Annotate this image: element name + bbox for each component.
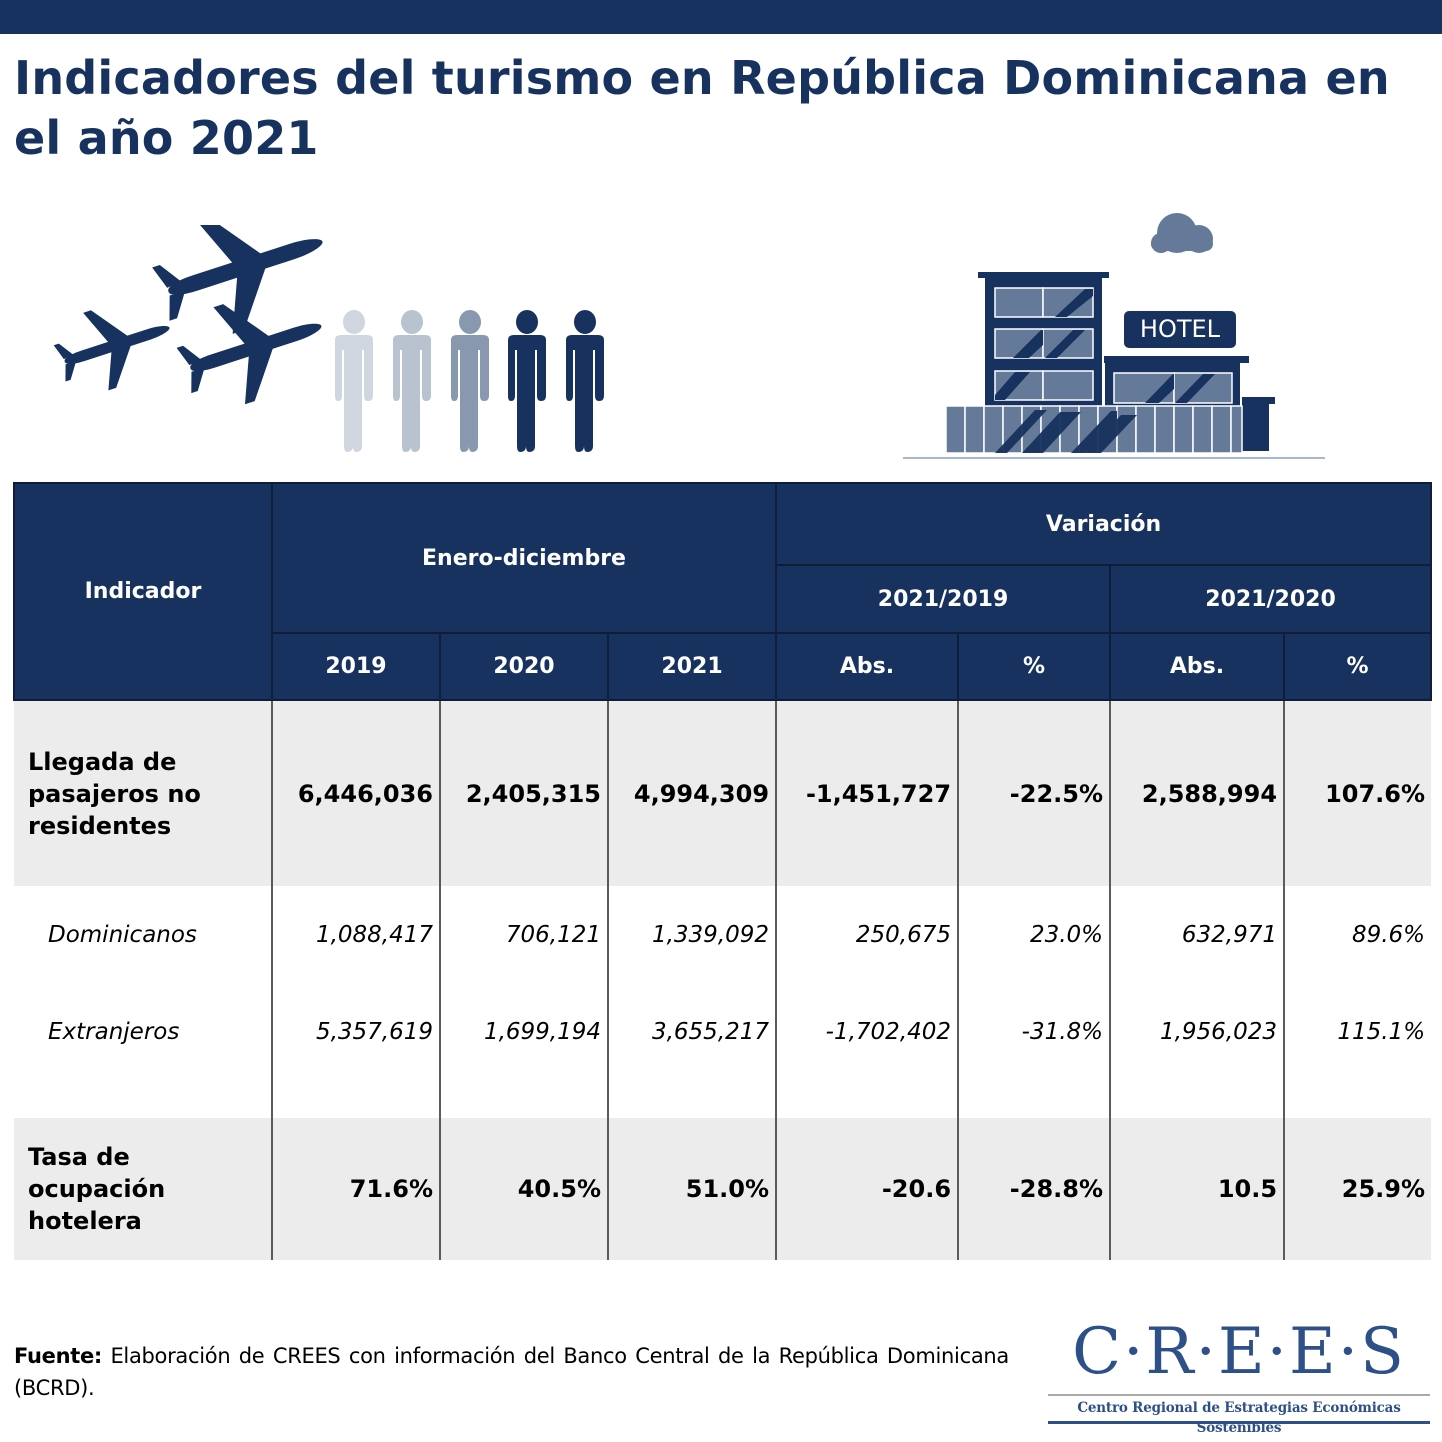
header-variation-2021-2019: 2021/2019 <box>775 564 1112 634</box>
table-cell: -28.8% <box>957 1118 1112 1260</box>
row-label: Dominicanos <box>14 886 273 983</box>
spacer-cell <box>957 1080 1112 1118</box>
table-row: Dominicanos 1,088,417 706,121 1,339,092 … <box>14 886 1432 983</box>
airplane-icon <box>176 304 322 405</box>
person-icon <box>451 310 489 452</box>
hotel-building-icon: HOTEL <box>903 272 1325 459</box>
table-cell: -31.8% <box>957 983 1112 1080</box>
table-cell: 10.5 <box>1109 1118 1286 1260</box>
table-cell: 23.0% <box>957 886 1112 983</box>
spacer-cell <box>271 1080 441 1118</box>
table-cell: 25.9% <box>1283 1118 1432 1260</box>
table-cell: 40.5% <box>439 1118 609 1260</box>
person-icon <box>566 310 604 452</box>
logo-underline <box>1048 1421 1430 1424</box>
source-text: Elaboración de CREES con información del… <box>14 1344 1009 1400</box>
logo-wordmark: C·R·E·E·S <box>1072 1315 1406 1389</box>
header-year-2021: 2021 <box>606 632 778 701</box>
spacer-cell <box>1283 1080 1432 1118</box>
table-cell: 632,971 <box>1109 886 1286 983</box>
table-cell: 115.1% <box>1283 983 1432 1080</box>
table-cell: -1,702,402 <box>775 983 960 1080</box>
table-cell: 89.6% <box>1283 886 1432 983</box>
hotel-illustration: HOTEL <box>903 213 1325 459</box>
travel-illustration <box>53 225 604 452</box>
source-label: Fuente: <box>14 1344 103 1368</box>
table-cell: -1,451,727 <box>775 700 960 886</box>
header-pct-2020: % <box>1283 632 1433 701</box>
row-label: Tasa de ocupación hotelera <box>14 1118 273 1260</box>
crees-logo: C·R·E·E·S Centro Regional de Estrategias… <box>1046 1315 1432 1436</box>
header-pct-2019: % <box>957 632 1112 701</box>
cloud-icon <box>1151 213 1213 253</box>
page-title: Indicadores del turismo en República Dom… <box>14 51 1390 165</box>
table-row: Extranjeros 5,357,619 1,699,194 3,655,21… <box>14 983 1432 1080</box>
header-variacion: Variación <box>775 482 1433 566</box>
table-cell: 250,675 <box>775 886 960 983</box>
person-icon <box>508 310 546 452</box>
table-cell: 1,088,417 <box>271 886 441 983</box>
table-cell: 706,121 <box>439 886 609 983</box>
table-cell: 2,588,994 <box>1109 700 1286 886</box>
header-year-2020: 2020 <box>439 632 609 701</box>
table-cell: 107.6% <box>1283 700 1432 886</box>
airplane-icon <box>53 310 170 391</box>
hotel-sign-text: HOTEL <box>1140 315 1221 343</box>
table-cell: 1,699,194 <box>439 983 609 1080</box>
table-cell: -20.6 <box>775 1118 960 1260</box>
table-cell: 2,405,315 <box>439 700 609 886</box>
header-year-2019: 2019 <box>271 632 441 701</box>
table-row: Tasa de ocupación hotelera 71.6% 40.5% 5… <box>14 1118 1432 1260</box>
table-row: Llegada de pasajeros no residentes 6,446… <box>14 700 1432 886</box>
header-enero-diciembre: Enero-diciembre <box>270 482 778 634</box>
row-label: Llegada de pasajeros no residentes <box>14 700 273 886</box>
table-cell: 1,339,092 <box>606 886 778 983</box>
table-cell: 51.0% <box>606 1118 778 1260</box>
table-cell: 5,357,619 <box>271 983 441 1080</box>
spacer-cell <box>1109 1080 1286 1118</box>
table-cell: 1,956,023 <box>1109 983 1286 1080</box>
table-cell: -22.5% <box>957 700 1112 886</box>
table-spacer-row <box>14 1080 1432 1118</box>
header-abs-2019: Abs. <box>775 632 960 701</box>
spacer-cell <box>775 1080 960 1118</box>
table-cell: 6,446,036 <box>271 700 441 886</box>
header-variation-2021-2020: 2021/2020 <box>1109 564 1433 634</box>
spacer-cell <box>439 1080 609 1118</box>
header-abs-2020: Abs. <box>1109 632 1286 701</box>
table-cell: 4,994,309 <box>606 700 778 886</box>
table-cell: 3,655,217 <box>606 983 778 1080</box>
logo-subtitle: Centro Regional de Estrategias Económica… <box>1077 1400 1401 1436</box>
source-note: Fuente: Elaboración de CREES con informa… <box>14 1340 1009 1404</box>
header-indicador: Indicador <box>13 482 273 701</box>
logo-divider <box>1048 1394 1430 1396</box>
top-banner <box>0 0 1442 34</box>
spacer-cell <box>14 1080 273 1118</box>
spacer-cell <box>606 1080 778 1118</box>
person-icon <box>335 310 373 452</box>
tourism-indicators-table: Indicador Enero-diciembre Variación 2021… <box>13 482 1433 1260</box>
person-icon <box>393 310 431 452</box>
row-label: Extranjeros <box>14 983 273 1080</box>
table-cell: 71.6% <box>271 1118 441 1260</box>
